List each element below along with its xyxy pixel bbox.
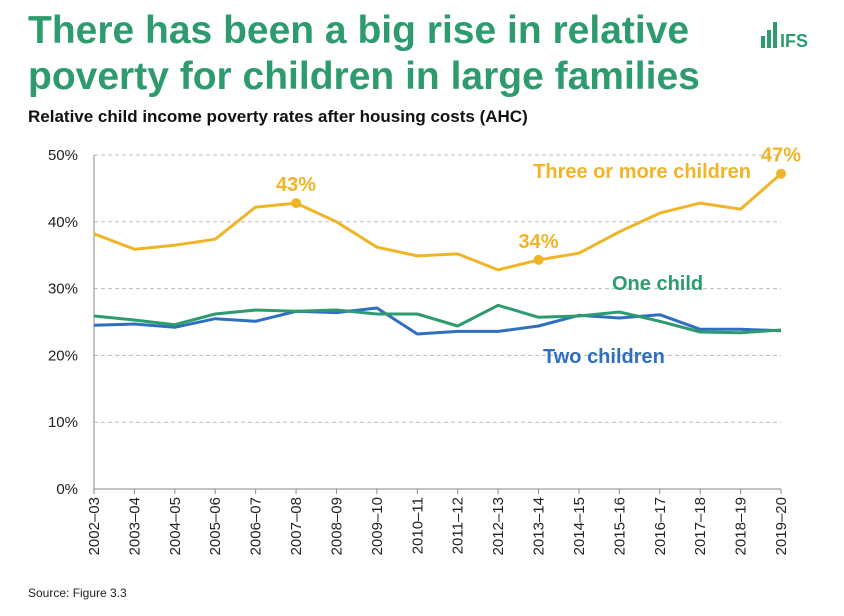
- annotation-label: 43%: [276, 174, 316, 196]
- chart-subtitle: Relative child income poverty rates afte…: [28, 107, 528, 126]
- series-lines: [93, 172, 782, 336]
- x-tick-label: 2003–04: [126, 497, 143, 555]
- x-tick-label: 2004–05: [167, 497, 184, 555]
- series-label-three-or-more: Three or more children: [533, 161, 751, 183]
- x-tick-label: 2018–19: [733, 497, 750, 555]
- x-tick-label: 2010–11: [409, 497, 426, 554]
- series-line-two-children: [93, 306, 782, 336]
- ifs-logo: IFS: [761, 22, 808, 48]
- x-tick-label: 2009–10: [369, 497, 386, 555]
- logo-bar-2: [767, 30, 771, 48]
- x-tick-label: 2016–17: [652, 497, 669, 555]
- annotation-marker: [776, 168, 786, 179]
- series-line-three-or-more: [93, 172, 782, 272]
- x-tick-label: 2008–09: [328, 497, 345, 555]
- logo-bar-3: [773, 22, 777, 48]
- annotation-label: 47%: [761, 145, 801, 167]
- annotation-marker: [533, 254, 544, 265]
- x-tick-label: 2017–18: [692, 497, 709, 555]
- gridlines: [94, 154, 781, 423]
- axes: [93, 155, 781, 490]
- x-tick-label: 2014–15: [571, 497, 588, 555]
- y-axis-ticks: 0% 10% 20% 30% 40% 50%: [48, 147, 78, 498]
- chart-title: There has been a big rise in relative po…: [28, 9, 700, 98]
- source-note: Source: Figure 3.3: [28, 586, 127, 600]
- y-tick-label: 40%: [48, 214, 78, 231]
- y-tick-label: 0%: [56, 481, 78, 498]
- x-tick-label: 2013–14: [531, 497, 548, 555]
- x-tick-label: 2007–08: [288, 497, 305, 555]
- y-tick-label: 30%: [48, 281, 78, 298]
- x-tick-label: 2012–13: [490, 497, 507, 555]
- annotation-marker: [291, 198, 302, 209]
- annotation-label: 34%: [519, 231, 559, 253]
- x-tick-label: 2006–07: [248, 497, 265, 555]
- x-tick-label: 2015–16: [611, 497, 628, 555]
- logo-bar-1: [761, 36, 765, 48]
- series-label-two-children: Two children: [543, 346, 665, 368]
- x-tick-label: 2019–20: [773, 497, 790, 555]
- x-tick-label: 2002–03: [86, 497, 103, 555]
- x-tick-label: 2005–06: [207, 497, 224, 555]
- y-tick-label: 20%: [48, 347, 78, 364]
- x-tick-label: 2011–12: [450, 497, 467, 554]
- series-line-one-child: [93, 303, 782, 335]
- y-tick-label: 10%: [48, 414, 78, 431]
- annotations: 43% 34% 47%: [276, 145, 801, 265]
- logo-text: IFS: [780, 31, 808, 48]
- series-label-one-child: One child: [612, 273, 703, 295]
- series-labels: Three or more children One child Two chi…: [533, 161, 751, 368]
- x-axis-ticks: 2002–03 2003–04 2004–05 2005–06 2006–07 2007–…: [86, 489, 790, 555]
- y-tick-label: 50%: [48, 147, 78, 164]
